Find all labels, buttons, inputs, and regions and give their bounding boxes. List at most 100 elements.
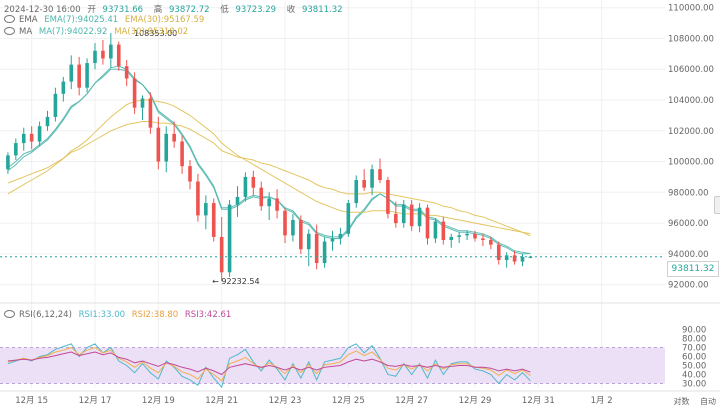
candle-body <box>481 238 485 240</box>
ma-line <box>7 121 531 237</box>
rsi2-value: RSI2:38.80 <box>131 310 179 320</box>
y-tick-label: 98000.00 <box>668 188 709 198</box>
candle-body <box>520 256 525 262</box>
datetime-label: 2024-12-30 16:00 <box>4 5 81 15</box>
candle-body <box>219 236 224 273</box>
high-value: 93872.72 <box>169 5 210 15</box>
rsi-line <box>7 351 531 376</box>
rsi3-value: RSI3:42.61 <box>184 310 232 320</box>
rsi1-value: RSI1:33.00 <box>78 310 126 320</box>
rsi-tick-label: 30.00 <box>682 380 706 390</box>
price-annotations: 108353.00 ← 92232.54 <box>0 29 665 286</box>
ohlc-legend: 2024-12-30 16:00 开 93731.66 高 93872.72 低… <box>4 5 343 15</box>
moving-average-lines <box>7 65 531 255</box>
candle-body <box>496 244 501 260</box>
rsi-legend[interactable]: RSI(6,12,24) RSI1:33.00 RSI2:38.80 RSI3:… <box>4 309 235 320</box>
log-scale-toggle[interactable]: 对数 <box>673 397 690 406</box>
candle-body <box>196 181 200 216</box>
candle-body <box>386 180 390 214</box>
candle-body <box>275 198 279 211</box>
candle-body <box>77 64 81 88</box>
x-tick-label: 12月 21 <box>205 396 238 406</box>
y-tick-label: 96000.00 <box>668 219 709 229</box>
time-axis: 12月 15 12月 17 12月 19 12月 21 12月 23 12月 25 12月 … <box>15 396 612 406</box>
rsi-label: RSI(6,12,24) <box>19 310 72 320</box>
ma-line <box>7 65 531 255</box>
candle-body <box>116 44 121 67</box>
candle-body <box>14 143 18 156</box>
ema30-value: EMA(30):95167.59 <box>124 15 205 25</box>
candle-body <box>299 220 303 250</box>
candle-body <box>140 98 145 108</box>
price-axis-handle[interactable] <box>714 196 720 214</box>
candle-body <box>489 240 493 245</box>
ma30-value: MA(30):95318.02 <box>114 27 189 37</box>
rsi-tick-label: 50.00 <box>682 362 706 372</box>
candle-body <box>473 233 477 239</box>
rsi-tick-label: 60.00 <box>682 353 706 363</box>
candle-body <box>441 221 446 240</box>
rsi-line <box>7 346 531 382</box>
candle-body <box>401 204 406 224</box>
candle-body <box>124 66 129 79</box>
auto-scale-toggle[interactable]: 自动 <box>700 397 716 406</box>
ema-legend[interactable]: EMA EMA(7):94025.41 EMA(30):95167.59 <box>4 14 208 25</box>
low-value: 93723.29 <box>235 5 277 15</box>
x-tick-label: 12月 19 <box>142 396 175 406</box>
ema7-value: EMA(7):94025.41 <box>44 15 119 25</box>
eye-icon[interactable] <box>4 309 15 318</box>
x-tick-label: 12月 23 <box>269 396 302 406</box>
candle-body <box>204 203 208 216</box>
candle-body <box>528 256 533 258</box>
rsi-tick-label: 90.00 <box>682 326 706 336</box>
y-tick-label: 100000.00 <box>668 158 714 168</box>
high-annotation: 108353.00 <box>134 29 177 38</box>
eye-icon[interactable] <box>4 26 15 35</box>
ma-legend[interactable]: MA MA(7):94022.92 MA(30):95318.02 <box>4 26 192 37</box>
y-tick-label: 92000.00 <box>668 281 709 291</box>
y-tick-label: 108000.00 <box>668 34 714 44</box>
current-price-badge: 93811.32 <box>667 261 719 277</box>
candle-body <box>148 98 153 128</box>
x-tick-label: 12月 31 <box>522 396 555 406</box>
candle-body <box>504 255 509 260</box>
candle-body <box>457 235 461 237</box>
candle-body <box>449 236 454 240</box>
candle-body <box>354 180 359 204</box>
candle-body <box>235 196 240 205</box>
candle-body <box>338 233 343 239</box>
candle-body <box>37 126 42 142</box>
candle-body <box>283 210 287 236</box>
candle-body <box>417 207 422 227</box>
candle-body <box>394 213 398 224</box>
candle-body <box>156 127 161 162</box>
candle-body <box>211 203 216 237</box>
candle-body <box>180 141 184 167</box>
candle-body <box>346 203 351 234</box>
eye-icon[interactable] <box>4 14 15 23</box>
candle-body <box>425 207 430 239</box>
candle-body <box>85 63 89 88</box>
candle-body <box>314 233 319 264</box>
y-tick-label: 110000.00 <box>668 4 714 14</box>
rsi-tick-label: 70.00 <box>682 344 706 354</box>
candle-body <box>433 221 438 239</box>
ma-label: MA <box>19 27 33 37</box>
candle-body <box>53 93 58 117</box>
candle-body <box>291 220 295 236</box>
candle-body <box>512 255 517 262</box>
candle-body <box>69 64 74 82</box>
candle-body <box>101 50 105 59</box>
candle-body <box>306 233 311 250</box>
x-tick-label: 12月 17 <box>79 396 112 406</box>
open-value: 93731.66 <box>102 5 144 15</box>
candle-body <box>109 44 113 59</box>
candle-body <box>251 176 256 188</box>
candle-body <box>267 198 271 207</box>
rsi-tick-label: 80.00 <box>682 335 706 345</box>
chart-grid <box>0 0 720 392</box>
candle-body <box>259 187 264 207</box>
candle-body <box>322 241 327 264</box>
